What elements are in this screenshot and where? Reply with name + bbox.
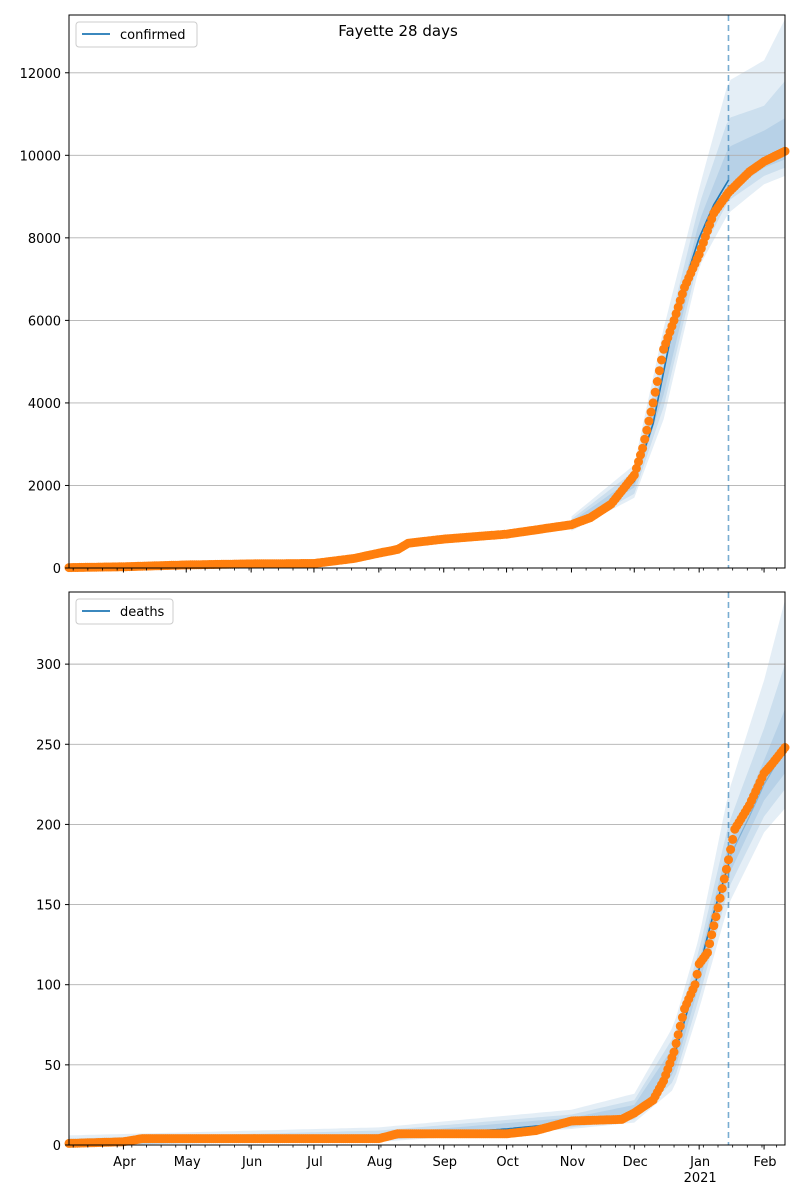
confirmed-axes-frame: [68, 14, 786, 569]
observed-point: [715, 893, 725, 903]
x-tick-label: Dec: [623, 1155, 648, 1170]
x-tick-label: Aug: [367, 1155, 392, 1170]
confirmed-observed-points: [64, 146, 790, 573]
legend-box: [75, 598, 174, 625]
x-tick-label: Jul: [306, 1155, 323, 1170]
confirmed-uncertainty-bands: [571, 19, 785, 531]
observed-point: [717, 884, 727, 893]
y-tick-label: 100: [36, 979, 61, 994]
observed-point: [713, 903, 723, 913]
y-tick-label: 4000: [28, 397, 61, 412]
y-tick-label: 10000: [20, 149, 61, 164]
observed-point: [644, 416, 654, 426]
confirmed-y-axis: 0 2000 4000 6000 8000 10000 12000: [20, 67, 69, 577]
deaths-panel: 0 50 100 150 200 250 300 Apr May Jun Jul Aug Sep Oct…: [36, 591, 790, 1186]
observed-point: [648, 398, 658, 408]
y-tick-label: 0: [53, 1139, 61, 1154]
uncertainty-band: [571, 19, 785, 531]
y-tick-label: 6000: [28, 314, 61, 329]
legend-box: [75, 21, 198, 48]
observed-point: [671, 1038, 681, 1048]
observed-point: [675, 1021, 685, 1031]
observed-point: [728, 834, 738, 844]
deaths-axes-frame: [68, 591, 786, 1146]
y-tick-label: 50: [44, 1059, 61, 1074]
x-tick-label: Sep: [432, 1155, 457, 1170]
observed-point: [721, 864, 731, 874]
observed-point: [703, 948, 712, 958]
x-tick-label: Apr: [113, 1155, 136, 1170]
observed-point: [642, 425, 652, 435]
observed-point: [677, 1012, 687, 1022]
figure-title: Fayette 28 days: [338, 22, 458, 40]
confirmed-x-axis: [72, 568, 778, 573]
y-tick-label: 8000: [28, 232, 61, 247]
observed-point: [724, 855, 733, 865]
x-tick-label: Feb: [754, 1155, 777, 1170]
deaths-uncertainty-bands: [69, 600, 785, 1145]
observed-point: [719, 874, 729, 884]
observed-point: [692, 969, 702, 979]
observed-point: [650, 387, 660, 397]
y-tick-label: 150: [36, 899, 61, 914]
observed-point: [646, 407, 656, 417]
observed-point: [673, 1030, 683, 1040]
x-tick-label: Oct: [496, 1155, 518, 1170]
confirmed-legend: confirmed: [75, 21, 198, 48]
observed-point: [652, 377, 662, 386]
x-tick-label: May: [174, 1155, 201, 1170]
y-tick-label: 250: [36, 738, 61, 753]
x-tick-label: Nov: [560, 1155, 586, 1170]
observed-point: [707, 930, 717, 940]
observed-point: [640, 434, 650, 444]
legend-label: confirmed: [120, 28, 186, 43]
observed-point: [657, 355, 666, 365]
observed-point: [705, 939, 715, 949]
y-tick-label: 200: [36, 818, 61, 833]
x-year-label: 2021: [684, 1171, 717, 1186]
x-tick-label: Jun: [241, 1155, 262, 1170]
observed-point: [690, 980, 700, 990]
uncertainty-band: [69, 709, 785, 1145]
observed-point: [654, 366, 664, 376]
y-tick-label: 12000: [20, 67, 61, 82]
y-tick-label: 2000: [28, 479, 61, 494]
y-tick-label: 0: [53, 562, 61, 577]
observed-point: [669, 1047, 679, 1057]
y-tick-label: 300: [36, 658, 61, 673]
deaths-legend: deaths: [75, 598, 174, 625]
deaths-y-axis: 0 50 100 150 200 250 300: [36, 658, 69, 1154]
x-tick-label: Jan: [689, 1155, 710, 1170]
uncertainty-band: [571, 118, 785, 527]
legend-label: deaths: [120, 605, 165, 620]
deaths-observed-points: [64, 743, 790, 1148]
observed-point: [709, 921, 719, 931]
observed-point: [638, 443, 648, 453]
observed-point: [726, 845, 736, 854]
confirmed-panel: 0 2000 4000 6000 8000 10000 12000 confirmed: [20, 14, 790, 577]
observed-point: [711, 912, 721, 922]
